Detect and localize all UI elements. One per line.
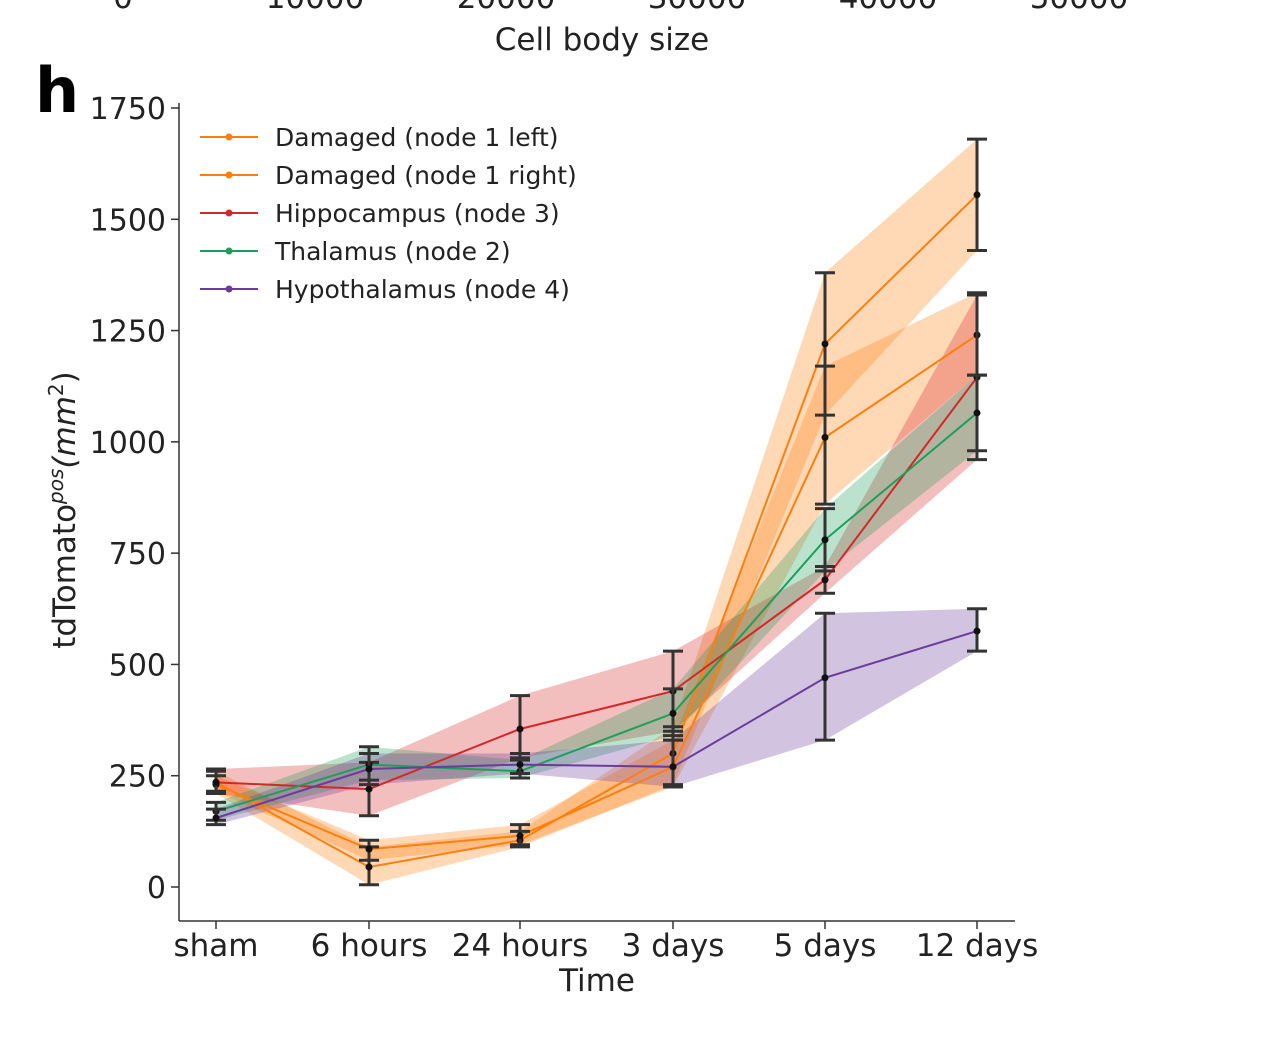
previous-panel-x-tick: 50000 <box>1030 0 1129 16</box>
series-line <box>215 412 978 813</box>
data-point <box>365 863 373 871</box>
legend-label: Damaged (node 1 left) <box>275 123 559 152</box>
legend-item: Damaged (node 1 left) <box>200 123 559 152</box>
y-tick-label: 1500 <box>90 203 166 238</box>
legend-item: Thalamus (node 2) <box>200 237 511 266</box>
legend-item: Hippocampus (node 3) <box>200 199 560 228</box>
data-point <box>821 433 829 441</box>
legend-marker <box>225 285 233 293</box>
data-point <box>973 627 981 635</box>
x-tick-label: 12 days <box>916 928 1038 964</box>
data-point <box>516 761 524 769</box>
data-point <box>821 536 829 544</box>
series-line <box>215 630 978 819</box>
x-tick-label: 6 hours <box>311 928 428 964</box>
data-point <box>365 845 373 853</box>
y-tick-label: 500 <box>109 648 166 683</box>
series-line <box>215 194 978 869</box>
y-tick-label: 0 <box>147 871 166 906</box>
x-tick-label: sham <box>174 928 259 964</box>
confidence-band <box>216 292 977 861</box>
confidence-band <box>216 294 977 816</box>
legend: Damaged (node 1 left) Damaged (node 1 rig… <box>200 123 577 304</box>
y-tick-label: 1750 <box>90 92 166 127</box>
y-tick-label: 1250 <box>90 315 166 350</box>
confidence-band <box>216 608 977 825</box>
previous-panel-x-tick: 40000 <box>839 0 938 16</box>
legend-item: Hypothalamus (node 4) <box>200 275 570 304</box>
data-point <box>821 340 829 348</box>
previous-panel-x-tick: 30000 <box>648 0 747 16</box>
confidence-band <box>216 139 977 885</box>
x-tick-label: 3 days <box>622 928 725 964</box>
legend-marker <box>225 133 233 141</box>
series-line <box>215 376 978 791</box>
previous-panel-xlabel: Cell body size <box>495 22 709 58</box>
legend-label: Damaged (node 1 right) <box>275 161 577 190</box>
data-point <box>669 763 677 771</box>
previous-panel-x-tick: 0 <box>113 0 133 16</box>
data-point <box>821 576 829 584</box>
panel-label: h <box>35 54 79 127</box>
y-tick-label: 1000 <box>90 426 166 461</box>
data-point <box>669 709 677 717</box>
x-tick-label: 5 days <box>774 928 877 964</box>
legend-label: Hippocampus (node 3) <box>275 199 560 228</box>
legend-marker <box>225 209 233 217</box>
data-point <box>516 725 524 733</box>
x-axis-label: Time <box>558 963 635 999</box>
y-tick-label: 750 <box>109 537 166 572</box>
x-tick-label: 24 hours <box>452 928 588 964</box>
legend-marker <box>225 247 233 255</box>
data-point <box>365 785 373 793</box>
data-point <box>973 191 981 199</box>
previous-panel-x-tick: 10000 <box>266 0 365 16</box>
legend-marker <box>225 171 233 179</box>
data-point <box>516 832 524 840</box>
series-line <box>215 334 978 851</box>
previous-panel-x-tick: 20000 <box>457 0 556 16</box>
data-point <box>212 778 220 786</box>
legend-label: Hypothalamus (node 4) <box>275 275 570 304</box>
data-point <box>365 765 373 773</box>
data-point <box>973 409 981 417</box>
legend-item: Damaged (node 1 right) <box>200 161 577 190</box>
legend-label: Thalamus (node 2) <box>274 237 511 266</box>
confidence-band <box>216 375 977 821</box>
data-point <box>821 674 829 682</box>
y-tick-label: 250 <box>109 760 166 795</box>
previous-panel-axis: Cell body size 0 10000 20000 30000 40000 5000… <box>113 0 1128 58</box>
data-point <box>212 814 220 822</box>
y-axis-label: tdTomatopos(mm2) <box>44 371 83 649</box>
